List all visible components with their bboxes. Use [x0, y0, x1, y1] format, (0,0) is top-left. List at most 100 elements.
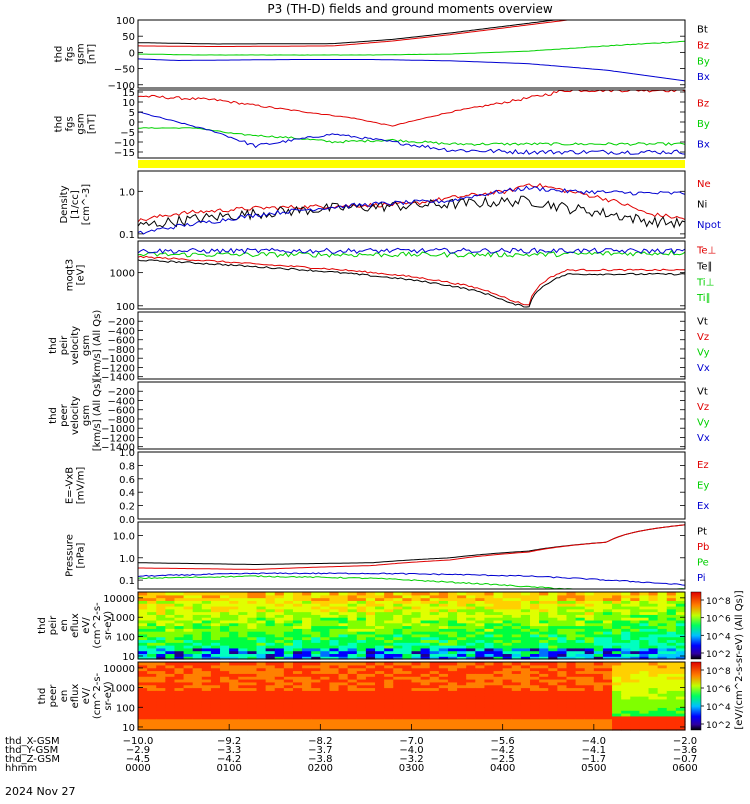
spectrogram-cell: [438, 642, 449, 646]
spectrogram-cell: [265, 664, 276, 669]
spectrogram-cell: [292, 713, 303, 717]
spectrogram-cell: [548, 690, 558, 694]
spectrogram-cell: [283, 681, 294, 686]
spectrogram-cell: [511, 687, 522, 691]
spectrogram-cell: [183, 724, 194, 728]
spectrogram-cell: [447, 645, 458, 649]
spectrogram-cell: [393, 713, 403, 717]
ytick-label: 10.0: [113, 531, 135, 542]
spectrogram-cell: [347, 636, 358, 641]
spectrogram-cell: [511, 608, 522, 613]
spectrogram-cell: [548, 645, 558, 649]
spectrogram-cell: [593, 696, 604, 700]
spectrogram-cell: [229, 698, 239, 703]
spectrogram-cell: [657, 628, 668, 632]
spectrogram-cell: [621, 645, 631, 649]
spectrogram-cell: [602, 614, 613, 618]
spectrogram-cell: [666, 713, 677, 717]
spectrogram-cell: [347, 727, 358, 731]
spectrogram-cell: [411, 715, 422, 720]
spectrogram-cell: [530, 687, 540, 691]
spectrogram-cell: [174, 698, 185, 703]
spectrogram-cell: [466, 721, 476, 725]
spectrogram-cell: [210, 676, 221, 680]
spectrogram-cell: [283, 670, 294, 674]
spectrogram-cell: [420, 611, 431, 615]
spectrogram-cell: [493, 667, 504, 672]
spectrogram-cell: [156, 707, 166, 711]
spectrogram-cell: [502, 718, 513, 723]
ytick-label: −200: [108, 387, 135, 398]
ylabel-line: thd: [37, 617, 48, 634]
spectrogram-cell: [210, 664, 221, 669]
spectrogram-cell: [621, 662, 631, 666]
spectrogram-cell: [566, 631, 577, 635]
spectrogram-cell: [220, 633, 230, 638]
spectrogram-cell: [220, 724, 230, 728]
spectrogram-cell: [539, 687, 549, 691]
spectrogram-cell: [174, 684, 185, 689]
spectrogram-cell: [283, 647, 294, 652]
spectrogram-cell: [630, 687, 641, 691]
spectrogram-cell: [393, 673, 403, 677]
spectrogram-cell: [320, 687, 331, 691]
spectrogram-cell: [329, 698, 340, 703]
spectrogram-cell: [420, 718, 431, 723]
spectrogram-cell: [639, 611, 650, 615]
spectrogram-cell: [393, 647, 403, 652]
spectrogram-cell: [484, 724, 495, 728]
spectrogram-cell: [502, 681, 513, 686]
spectrogram-cell: [447, 614, 458, 618]
spectrogram-cell: [365, 625, 376, 629]
spectrogram-cell: [566, 679, 577, 683]
legend-entry: Bz: [697, 98, 709, 109]
spectrogram-cell: [402, 721, 413, 725]
spectrogram-cell: [466, 724, 476, 728]
spectrogram-cell: [530, 647, 540, 652]
spectrogram-cell: [520, 628, 531, 632]
spectrogram-cell: [438, 653, 449, 657]
spectrogram-cell: [438, 603, 449, 607]
spectrogram-cell: [229, 690, 239, 694]
spectrogram-cell: [511, 662, 522, 666]
spectrogram-cell: [220, 681, 230, 686]
spectrogram-cell: [220, 611, 230, 615]
spectrogram-cell: [602, 639, 613, 643]
spectrogram-cell: [302, 727, 312, 731]
spectrogram-cell: [438, 656, 449, 660]
spectrogram-cell: [229, 673, 239, 677]
spectrogram-cell: [420, 687, 431, 691]
spectrogram-cell: [138, 656, 148, 660]
spectrogram-cell: [256, 724, 267, 728]
spectrogram-cell: [375, 715, 385, 720]
spectrogram-cell: [566, 707, 577, 711]
ylabel-line: E=-VxB: [65, 467, 76, 504]
spectrogram-cell: [457, 673, 467, 677]
spectrogram-cell: [475, 636, 486, 641]
ytick-label: 10: [122, 98, 135, 109]
spectrogram-cell: [256, 605, 267, 610]
spectrogram-cell: [584, 645, 595, 649]
spectrogram-cell: [457, 704, 467, 708]
spectrogram-cell: [429, 676, 440, 680]
spectrogram-cell: [256, 628, 267, 632]
spectrogram-cell: [338, 727, 349, 731]
spectrogram-cell: [530, 701, 540, 706]
spectrogram-cell: [630, 656, 641, 660]
spectrogram-cell: [639, 645, 650, 649]
spectrogram-cell: [229, 664, 239, 669]
spectrogram-cell: [575, 664, 586, 669]
spectrogram-cell: [666, 721, 677, 725]
legend-entry: Bz: [697, 40, 709, 51]
spectrogram-cell: [338, 673, 349, 677]
spectrogram-cell: [329, 600, 340, 604]
spectrogram-cell: [238, 605, 248, 610]
xaxis-value: −4.0: [399, 745, 423, 756]
ytick-label: 1.0: [119, 554, 135, 565]
spectrogram-cell: [438, 617, 449, 621]
ylabel-line: [eV]: [76, 265, 87, 286]
spectrogram-cell: [402, 667, 413, 672]
spectrogram-cell: [557, 611, 568, 615]
spectrogram-cell: [375, 701, 385, 706]
spectrogram-cell: [502, 698, 513, 703]
